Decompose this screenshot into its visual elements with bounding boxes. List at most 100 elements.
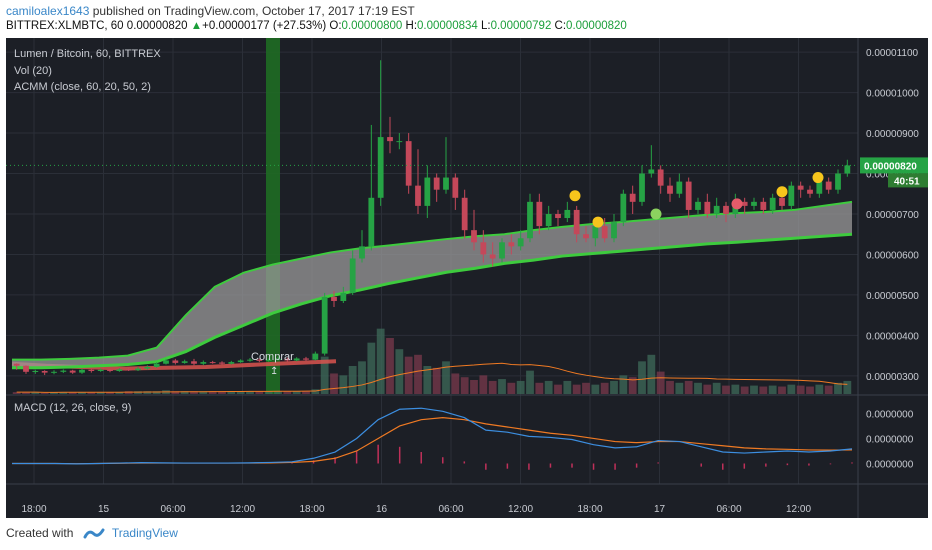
volume-bar bbox=[647, 354, 656, 394]
candle-body bbox=[135, 368, 141, 371]
volume-bar bbox=[302, 391, 310, 394]
volume-bar bbox=[619, 375, 628, 394]
volume-bar bbox=[246, 391, 254, 394]
x-tick-label: 18:00 bbox=[577, 504, 602, 515]
volume-bar bbox=[451, 373, 460, 394]
volume-bar bbox=[96, 392, 105, 394]
volume-bar bbox=[59, 392, 68, 394]
candle-body bbox=[769, 197, 776, 210]
x-tick-label: 06:00 bbox=[716, 504, 741, 515]
acmm-lower-line bbox=[12, 232, 853, 370]
volume-bar bbox=[190, 391, 198, 394]
candle-body bbox=[237, 360, 244, 363]
candle-body bbox=[303, 358, 309, 360]
volume-bar bbox=[227, 391, 236, 394]
volume-bar bbox=[666, 380, 674, 394]
candle-body bbox=[723, 205, 729, 214]
close-value: 0.00000820 bbox=[566, 20, 627, 32]
volume-bar bbox=[218, 391, 226, 394]
volume-bar bbox=[731, 384, 740, 394]
volume-bar bbox=[694, 382, 702, 394]
up-arrow-icon: ▲ bbox=[190, 20, 203, 32]
volume-bar bbox=[180, 391, 189, 394]
volume-bar bbox=[330, 373, 338, 394]
volume-bar bbox=[283, 391, 292, 394]
candle-body bbox=[144, 366, 151, 369]
low-value: 0.00000792 bbox=[490, 20, 552, 32]
volume-bar bbox=[404, 356, 413, 394]
volume-legend: Vol (20) bbox=[14, 65, 52, 77]
candle-body bbox=[359, 246, 365, 259]
candle-body bbox=[23, 365, 29, 372]
volume-bar bbox=[22, 392, 30, 394]
candle-body bbox=[321, 296, 328, 354]
y-tick-label: 0.00000900 bbox=[866, 129, 919, 140]
volume-bar bbox=[787, 384, 796, 394]
volume-bar bbox=[768, 385, 777, 394]
author-link[interactable]: camiloalex1643 bbox=[6, 4, 90, 18]
chart-area[interactable]: Comprar ↥ 0.00001100 0.00001000 0.00000900 0.… bbox=[6, 38, 928, 518]
candle-body bbox=[284, 358, 291, 361]
candle-body bbox=[508, 242, 515, 247]
candle-body bbox=[415, 185, 421, 206]
candle-body bbox=[779, 197, 785, 206]
comprar-label: Comprar bbox=[251, 351, 294, 363]
signal-dot-yellow bbox=[569, 190, 581, 202]
volume-bar bbox=[442, 361, 450, 394]
volume-bar bbox=[722, 385, 730, 394]
volume-bar bbox=[199, 391, 208, 394]
candle-body bbox=[741, 201, 748, 206]
volume-bar bbox=[843, 380, 852, 394]
candle-body bbox=[676, 181, 683, 194]
volume-bar bbox=[535, 382, 544, 394]
candle-body bbox=[751, 201, 757, 206]
chart-title: Lumen / Bitcoin, 60, BITTREX bbox=[14, 48, 161, 60]
candle-body bbox=[256, 359, 263, 361]
x-tick-label: 17 bbox=[654, 504, 666, 515]
candle-body bbox=[116, 369, 123, 372]
candle-body bbox=[275, 358, 281, 360]
candle-body bbox=[209, 362, 216, 364]
x-tick-label: 12:00 bbox=[230, 504, 255, 515]
y-tick-label: 0.00000300 bbox=[866, 372, 919, 383]
candle-body bbox=[125, 369, 132, 371]
candle-body bbox=[200, 362, 207, 364]
high-value: 0.00000834 bbox=[417, 20, 478, 32]
candle-body bbox=[536, 201, 543, 227]
candle-body bbox=[583, 234, 589, 239]
signal-dot-yellow bbox=[592, 216, 604, 228]
volume-bar bbox=[759, 386, 768, 394]
candle-body bbox=[639, 173, 645, 202]
volume-bar bbox=[264, 391, 273, 394]
y-tick-label: 0.00001100 bbox=[866, 48, 919, 59]
candle-body bbox=[704, 201, 711, 214]
candle-body bbox=[69, 370, 76, 373]
macd-y-tick-label: 0.0000000 bbox=[866, 434, 914, 445]
chart-svg[interactable]: Comprar ↥ 0.00001100 0.00001000 0.00000900 0.… bbox=[6, 38, 928, 518]
volume-bar bbox=[470, 380, 478, 394]
volume-bar bbox=[460, 377, 469, 394]
candle-body bbox=[601, 226, 608, 239]
tradingview-link[interactable]: TradingView bbox=[111, 526, 178, 540]
price-tag-box bbox=[860, 157, 928, 174]
y-tick-label: 0.00000400 bbox=[866, 331, 919, 342]
macd-legend: MACD (12, 26, close, 9) bbox=[14, 402, 132, 414]
candle-body bbox=[51, 371, 57, 373]
volume-bar bbox=[712, 382, 721, 394]
candle-body bbox=[667, 185, 673, 194]
volume-bar bbox=[31, 392, 40, 394]
volume-bar bbox=[815, 384, 824, 394]
candle-body bbox=[685, 181, 692, 210]
volume-bar bbox=[134, 391, 142, 394]
candle-body bbox=[629, 193, 636, 202]
open-label: O: bbox=[329, 20, 342, 32]
candle-body bbox=[835, 173, 841, 190]
macd-y-tick-label: 0.0000000 bbox=[866, 409, 914, 420]
candle-body bbox=[620, 193, 627, 223]
volume-bar bbox=[656, 371, 665, 394]
volume-bar bbox=[208, 391, 217, 394]
candle-body bbox=[713, 205, 720, 214]
low-label: L: bbox=[480, 20, 491, 32]
volume-bar bbox=[479, 375, 488, 394]
volume-bar bbox=[87, 392, 96, 394]
